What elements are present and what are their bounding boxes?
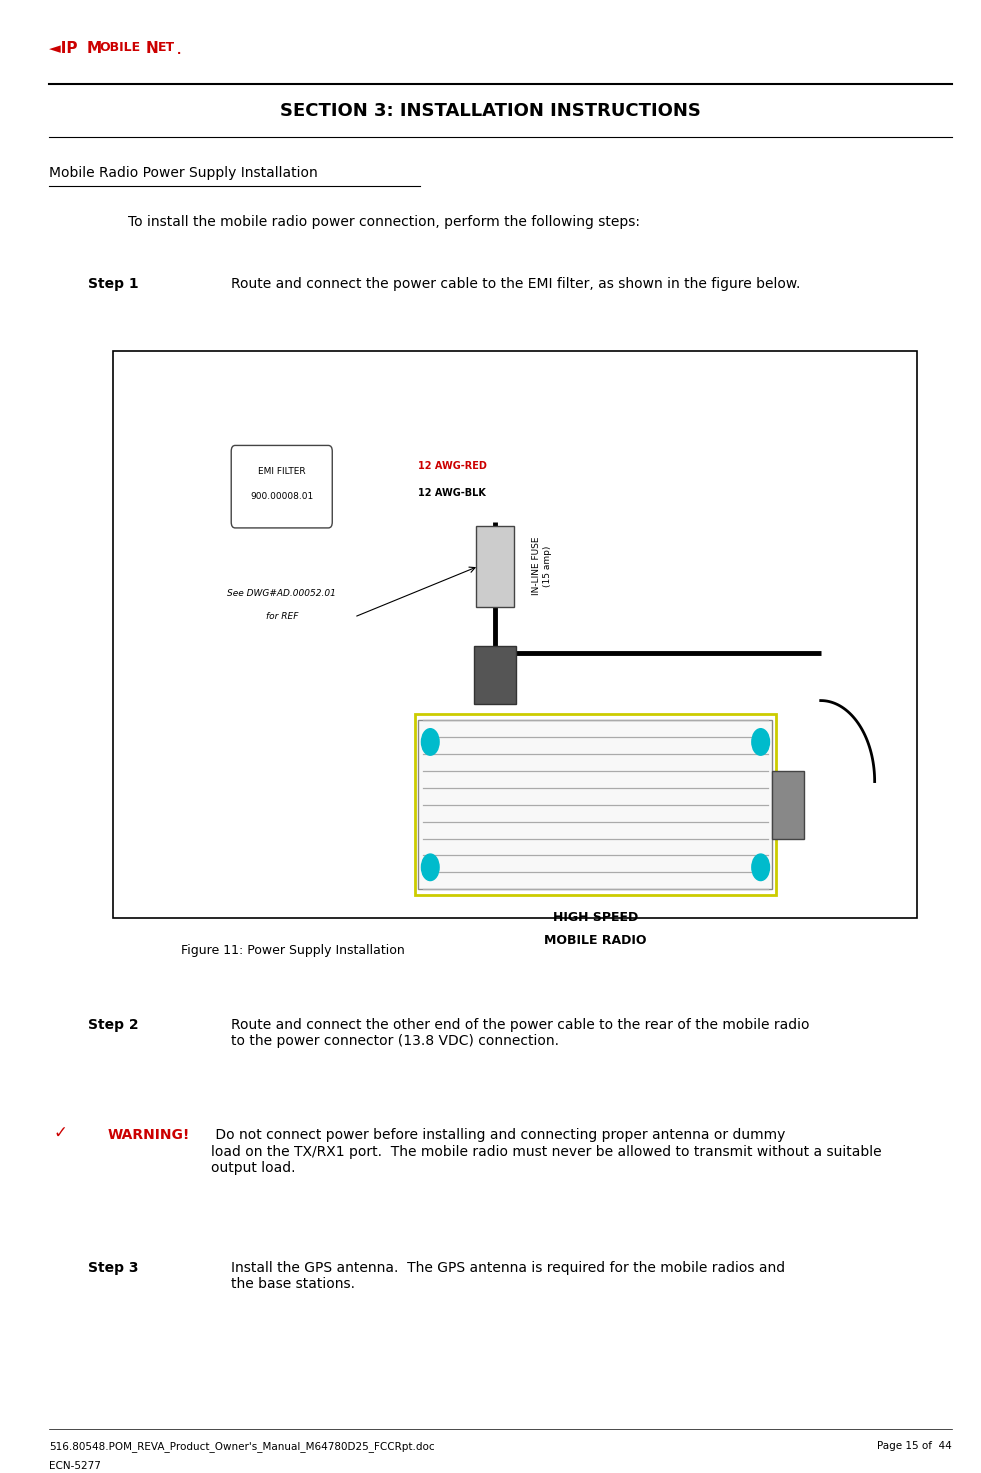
Text: SECTION 3: INSTALLATION INSTRUCTIONS: SECTION 3: INSTALLATION INSTRUCTIONS bbox=[280, 102, 701, 119]
Text: ✓: ✓ bbox=[54, 1124, 68, 1142]
FancyBboxPatch shape bbox=[232, 445, 333, 527]
Text: OBILE: OBILE bbox=[99, 41, 140, 55]
Text: 900.00008.01: 900.00008.01 bbox=[250, 492, 313, 501]
Text: ECN-5277: ECN-5277 bbox=[49, 1461, 101, 1472]
Text: Install the GPS antenna.  The GPS antenna is required for the mobile radios and
: Install the GPS antenna. The GPS antenna… bbox=[231, 1261, 785, 1292]
Text: N: N bbox=[145, 41, 158, 56]
Bar bbox=[475, 645, 516, 704]
Text: Page 15 of  44: Page 15 of 44 bbox=[877, 1441, 952, 1451]
Text: ET: ET bbox=[158, 41, 175, 55]
Text: Mobile Radio Power Supply Installation: Mobile Radio Power Supply Installation bbox=[49, 166, 318, 181]
Text: EMI FILTER: EMI FILTER bbox=[258, 467, 305, 476]
Text: WARNING!: WARNING! bbox=[108, 1128, 190, 1143]
Text: See DWG#AD.00052.01: See DWG#AD.00052.01 bbox=[228, 589, 336, 598]
Text: HIGH SPEED: HIGH SPEED bbox=[553, 912, 638, 925]
Bar bbox=[415, 714, 776, 896]
Text: ◄IP: ◄IP bbox=[49, 41, 82, 56]
Text: Route and connect the power cable to the EMI filter, as shown in the figure belo: Route and connect the power cable to the… bbox=[231, 277, 800, 292]
Text: Figure 11: Power Supply Installation: Figure 11: Power Supply Installation bbox=[181, 944, 405, 957]
Circle shape bbox=[422, 729, 439, 756]
Bar bbox=[113, 351, 917, 918]
Text: IN-LINE FUSE
(15 amp): IN-LINE FUSE (15 amp) bbox=[532, 536, 552, 595]
Text: Step 1: Step 1 bbox=[88, 277, 139, 292]
Text: .: . bbox=[177, 46, 181, 56]
Text: MOBILE RADIO: MOBILE RADIO bbox=[544, 934, 646, 947]
Text: 12 AWG-RED: 12 AWG-RED bbox=[419, 461, 488, 471]
Text: To install the mobile radio power connection, perform the following steps:: To install the mobile radio power connec… bbox=[128, 215, 640, 230]
Text: Do not connect power before installing and connecting proper antenna or dummy
lo: Do not connect power before installing a… bbox=[211, 1128, 882, 1175]
Text: Route and connect the other end of the power cable to the rear of the mobile rad: Route and connect the other end of the p… bbox=[231, 1018, 809, 1049]
Circle shape bbox=[422, 854, 439, 881]
Text: M: M bbox=[86, 41, 101, 56]
Text: Step 2: Step 2 bbox=[88, 1018, 139, 1033]
Text: for REF: for REF bbox=[266, 611, 298, 620]
Text: 516.80548.POM_REVA_Product_Owner's_Manual_M64780D25_FCCRpt.doc: 516.80548.POM_REVA_Product_Owner's_Manua… bbox=[49, 1441, 435, 1451]
Circle shape bbox=[751, 729, 769, 756]
Circle shape bbox=[751, 854, 769, 881]
Text: 12 AWG-BLK: 12 AWG-BLK bbox=[419, 488, 487, 498]
Bar bbox=[477, 526, 514, 607]
Bar bbox=[419, 720, 772, 890]
Bar bbox=[772, 770, 803, 838]
Text: Step 3: Step 3 bbox=[88, 1261, 138, 1276]
